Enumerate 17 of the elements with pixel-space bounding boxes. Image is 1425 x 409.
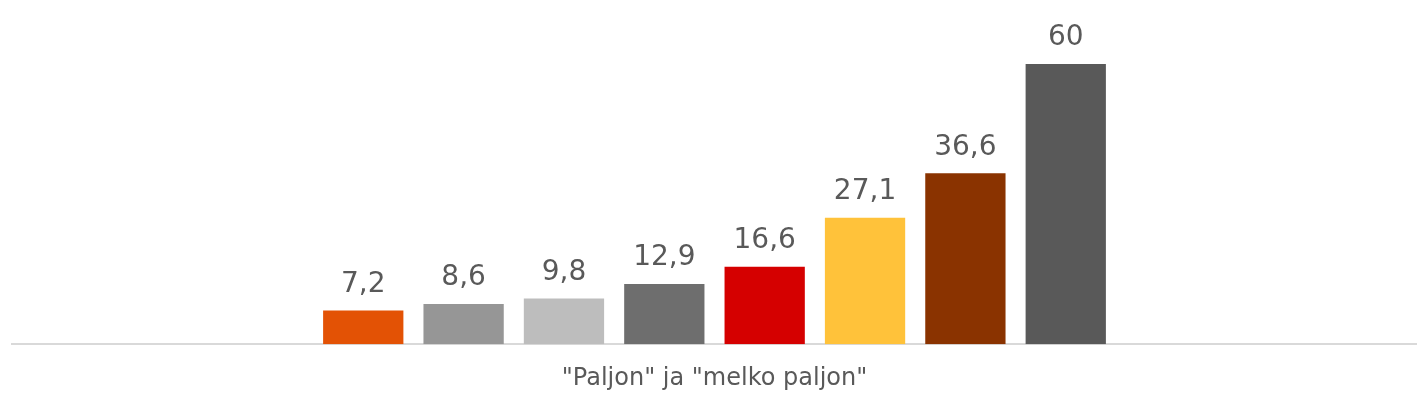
bar (925, 173, 1006, 345)
data-label: 7,2 (340, 265, 386, 299)
data-label: 36,6 (934, 128, 997, 162)
data-label: 60 (1047, 19, 1084, 53)
bar (1025, 64, 1106, 345)
x-axis-title: "Paljon" ja "melko paljon" (561, 362, 868, 391)
bar (523, 298, 605, 345)
bar (824, 217, 906, 345)
bar (624, 283, 705, 345)
bar (724, 266, 805, 345)
data-label: 16,6 (733, 221, 796, 255)
data-label: 8,6 (441, 259, 486, 293)
data-label: 27,1 (833, 172, 897, 206)
bar (423, 304, 504, 345)
bar (323, 310, 404, 345)
data-label: 12,9 (633, 239, 696, 273)
data-label: 9,8 (541, 253, 587, 287)
